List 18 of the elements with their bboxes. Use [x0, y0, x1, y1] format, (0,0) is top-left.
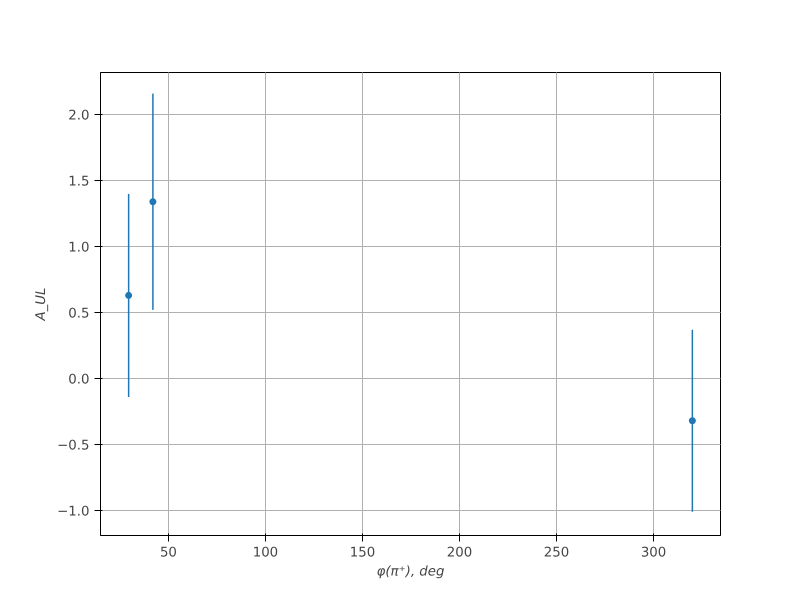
- x-tick-label: 300: [640, 546, 666, 560]
- y-tick-label: 0.5: [68, 306, 90, 322]
- x-tick-label: 50: [160, 546, 177, 560]
- point: [688, 417, 696, 424]
- y-tick-label: 0.0: [68, 372, 90, 388]
- point: [149, 198, 156, 206]
- x-tick-label: 200: [446, 546, 472, 560]
- x-tick-label: 250: [544, 546, 570, 560]
- y-tick-label: 2.0: [68, 108, 90, 124]
- y-tick-label: 1.5: [68, 174, 90, 190]
- y-axis-title: A_UL: [34, 288, 50, 322]
- x-tick-label: 150: [350, 546, 376, 560]
- point: [125, 292, 132, 299]
- y-tick-label: −0.5: [57, 438, 90, 454]
- y-tick-label: 1.0: [68, 240, 90, 256]
- y-tick-label: −1.0: [57, 504, 90, 520]
- x-tick-label: 100: [252, 546, 278, 560]
- x-axis-title: φ(π⁺), deg: [376, 564, 444, 580]
